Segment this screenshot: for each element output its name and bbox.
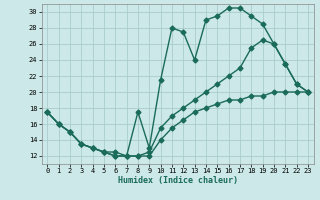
X-axis label: Humidex (Indice chaleur): Humidex (Indice chaleur) (118, 176, 237, 185)
